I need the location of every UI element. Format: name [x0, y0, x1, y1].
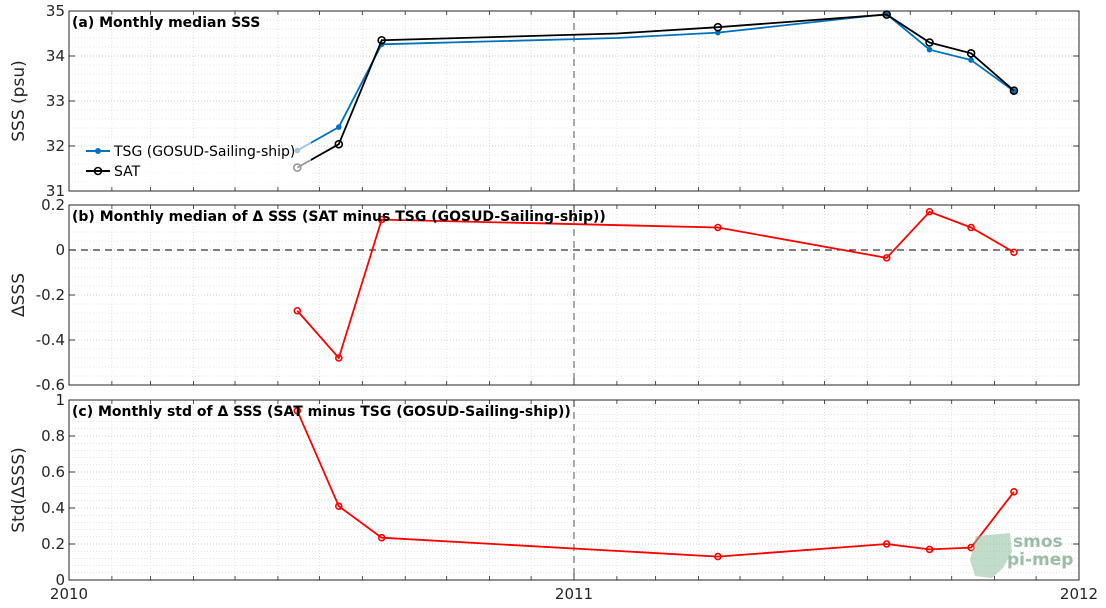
y-tick-label: 0 — [55, 571, 65, 589]
series-line-0 — [296, 210, 1015, 360]
panel-2: 0 0.2 0.4 0.6 0.8 1 (c) Monthly std of Δ SSS (… — [9, 391, 1080, 589]
logo-text-pi-mep: pi-mep — [1007, 550, 1073, 570]
y-tick-label: 35 — [46, 2, 65, 20]
data-point — [334, 502, 343, 511]
legend-sat-marker — [93, 166, 103, 176]
legend-box — [83, 140, 311, 184]
data-point — [377, 35, 386, 45]
x-tick-label: 2010 — [50, 585, 88, 603]
legend-tsg-marker — [95, 148, 101, 154]
data-point — [966, 48, 976, 58]
data-point — [335, 124, 342, 130]
y-tick-label: 0.2 — [41, 535, 65, 553]
smos-pi-mep-logo: smos pi-mep — [970, 532, 1073, 578]
chart-panels: 31 32 33 34 35 (a) Monthly median SSS SSS (psu… — [9, 2, 1098, 603]
data-point — [925, 207, 934, 216]
legend: TSG (GOSUD-Sailing-ship) SAT — [83, 140, 311, 184]
panel-1: -0.6 -0.4 -0.2 0 0.2 (b) Monthly median of Δ … — [9, 196, 1080, 394]
y-tick-label: -0.4 — [36, 331, 65, 349]
data-point — [968, 57, 974, 63]
plot-frame — [68, 399, 1080, 581]
y-tick-label: 1 — [55, 391, 65, 409]
y-tick-label: 0.6 — [41, 463, 65, 481]
data-point — [1010, 248, 1018, 257]
panel-title: (b) Monthly median of Δ SSS (SAT minus T… — [72, 209, 606, 225]
data-point — [926, 46, 933, 53]
y-tick-label: 0.4 — [41, 499, 65, 517]
panel-title: (c) Monthly std of Δ SSS (SAT minus TSG … — [72, 404, 571, 420]
series-line-1 — [296, 13, 1015, 169]
data-point — [334, 354, 343, 362]
data-point — [882, 10, 891, 19]
data-point — [967, 223, 975, 232]
panel-title: (a) Monthly median SSS — [72, 15, 260, 31]
data-point — [882, 540, 891, 548]
x-tick-label: 2012 — [1060, 585, 1098, 603]
y-tick-label: 32 — [46, 137, 65, 155]
y-tick-label: 33 — [46, 92, 65, 110]
y-tick-label: 31 — [46, 182, 65, 200]
y-tick-label: -0.2 — [36, 286, 65, 304]
legend-sat-label: SAT — [114, 164, 141, 180]
data-point — [882, 254, 891, 262]
data-point — [713, 22, 723, 32]
data-point — [334, 139, 344, 149]
data-point — [293, 306, 302, 315]
series-line-0 — [296, 410, 1015, 558]
y-tick-label: 34 — [46, 47, 65, 65]
data-point — [925, 545, 934, 554]
data-point — [1009, 86, 1019, 95]
y-tick-label: 0.2 — [41, 196, 65, 214]
logo-map-shape — [970, 533, 1012, 578]
data-point — [293, 406, 302, 415]
plot-frame — [68, 204, 1080, 386]
y-axis-label: SSS (psu) — [9, 60, 29, 141]
data-point — [714, 552, 722, 561]
y-axis-label: Std(ΔSSS) — [9, 447, 29, 533]
y-tick-label: 0.8 — [41, 427, 65, 445]
y-axis-label: ΔSSS — [9, 273, 29, 317]
x-tick-label: 2011 — [555, 585, 593, 603]
y-tick-label: 0 — [55, 241, 65, 259]
data-point — [925, 38, 934, 47]
data-point — [714, 223, 722, 232]
data-point — [377, 215, 386, 224]
data-point — [1010, 487, 1018, 496]
logo-text-smos: smos — [1013, 532, 1063, 552]
plot-frame — [68, 10, 1080, 192]
data-point — [377, 533, 386, 542]
y-tick-label: -0.6 — [36, 376, 65, 394]
legend-tsg-label: TSG (GOSUD-Sailing-ship) — [113, 144, 295, 160]
